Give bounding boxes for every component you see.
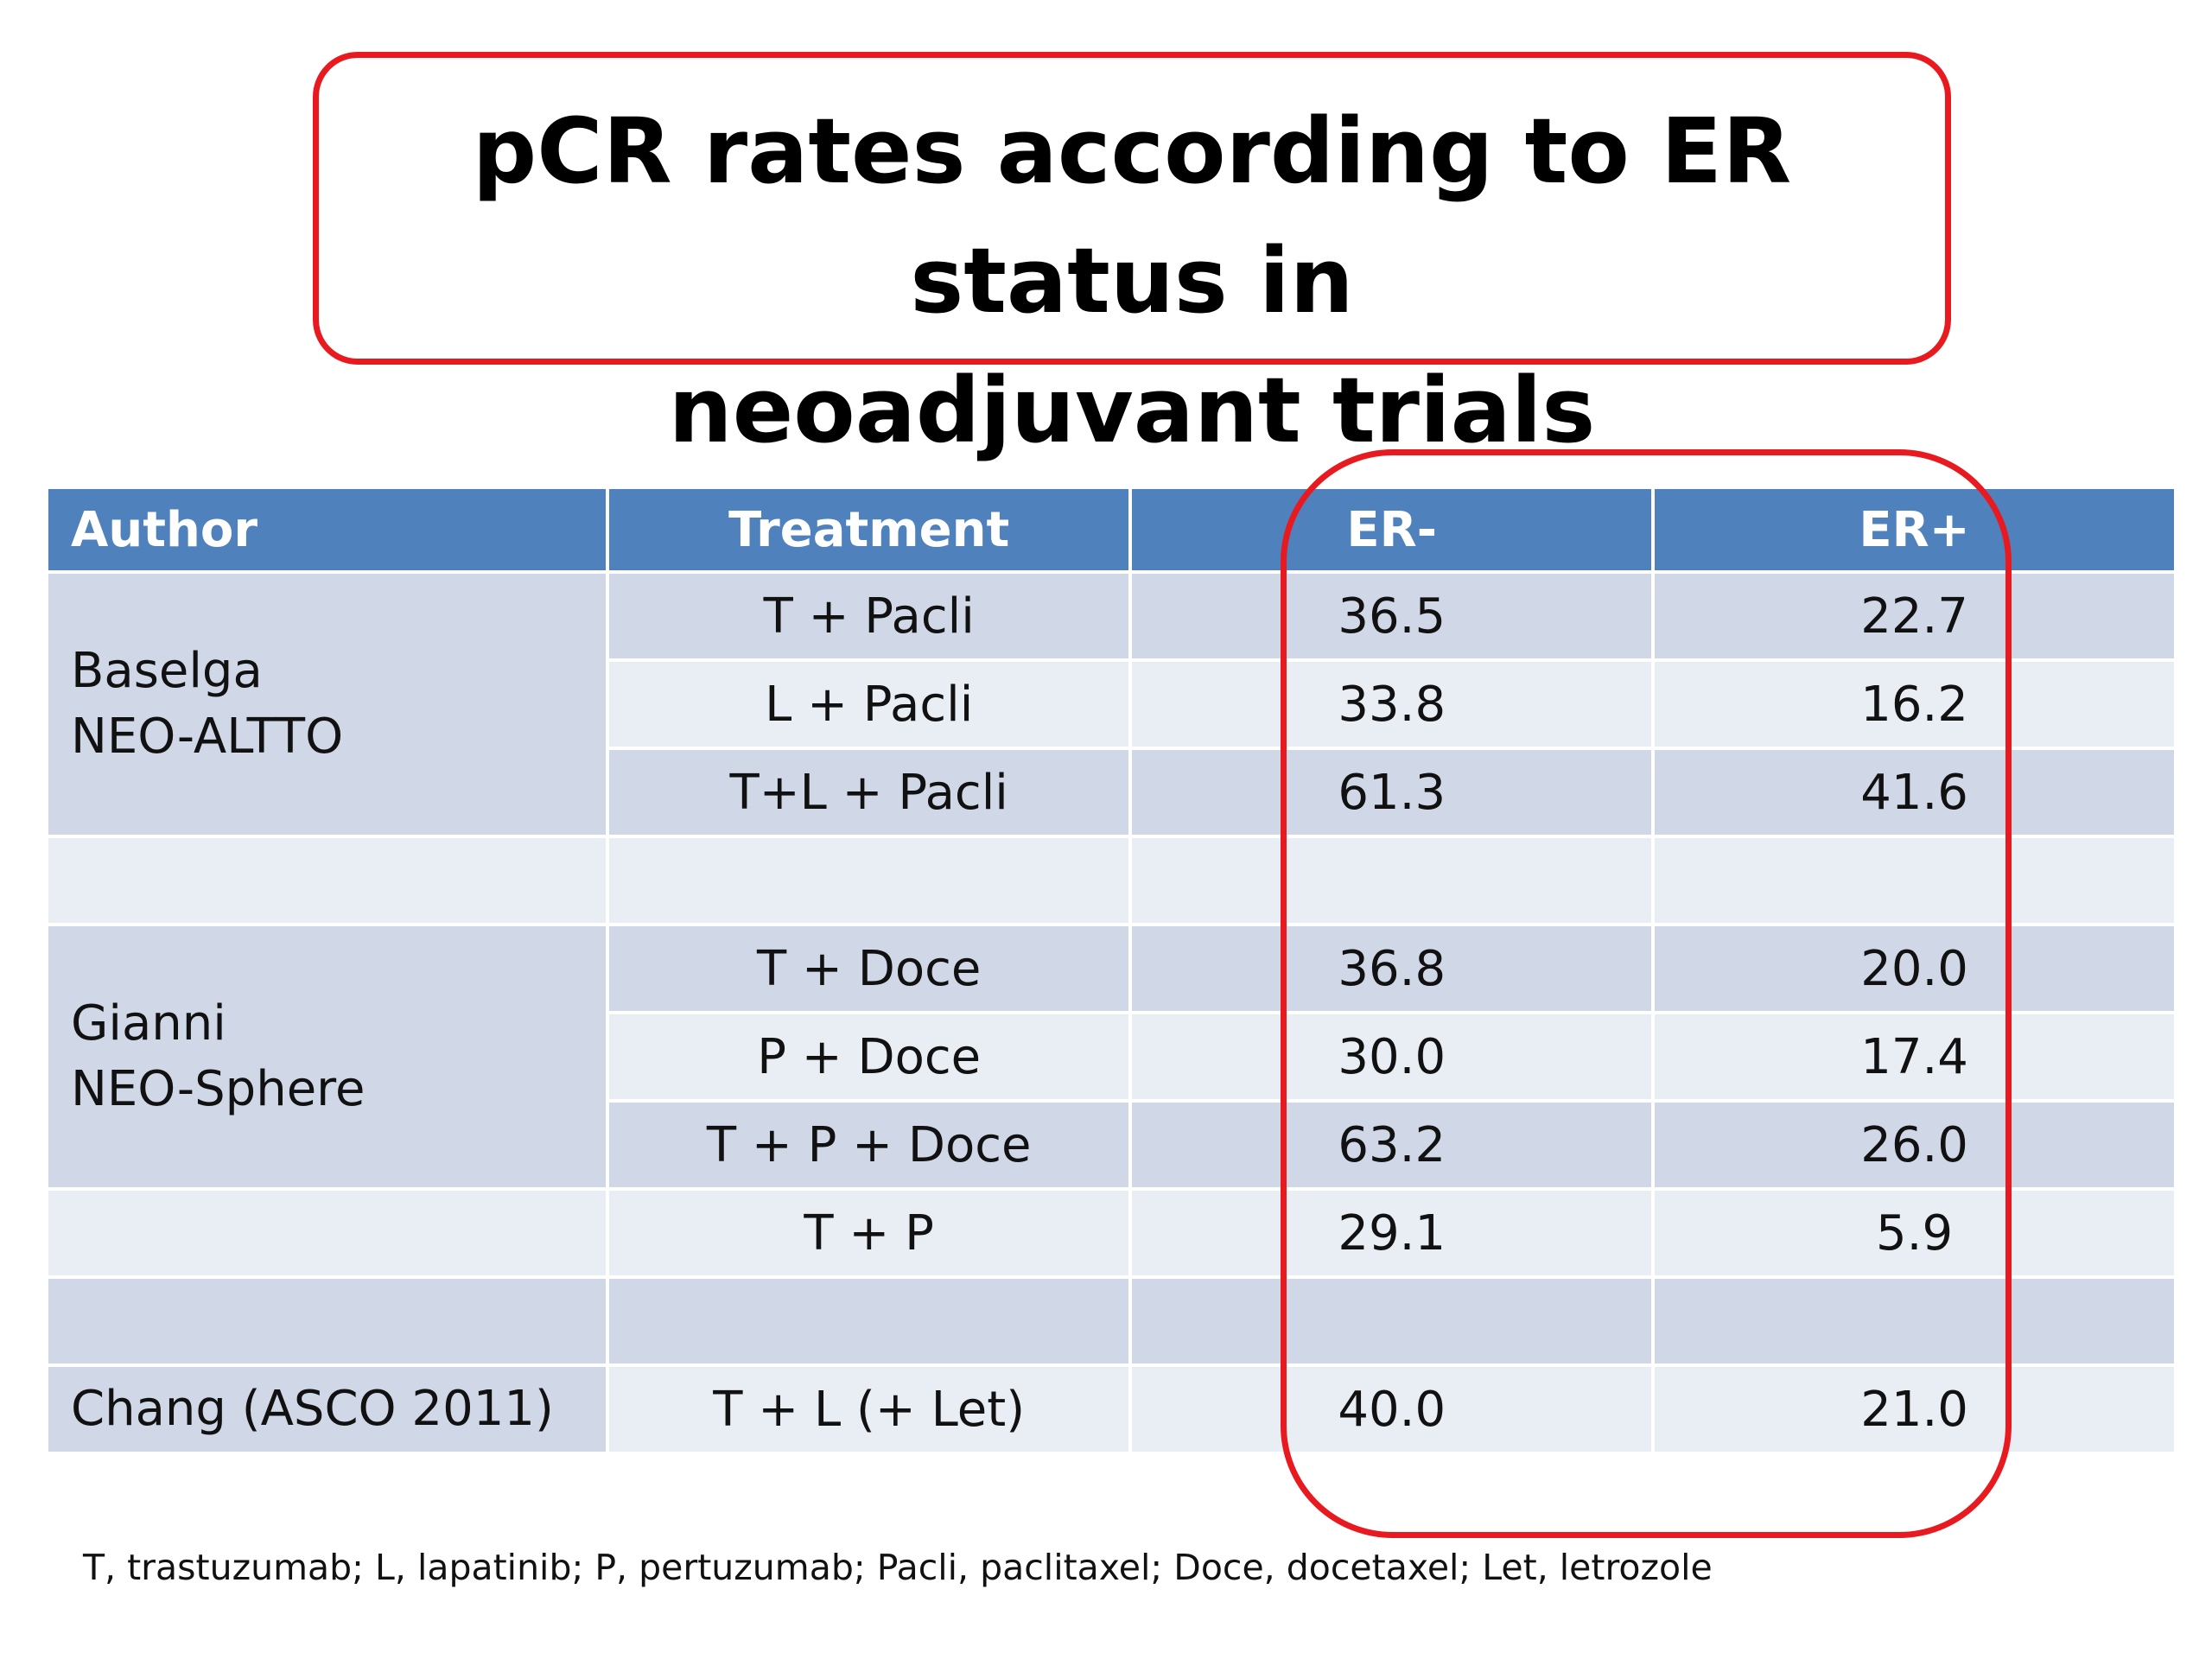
trial-name: NEO-ALTTO — [71, 709, 344, 765]
empty-cell — [44, 1275, 610, 1367]
er-pos-cell: 17.4 — [1651, 1011, 2177, 1103]
treatment-cell: T + Pacli — [606, 570, 1133, 662]
author-cell-gianni: Gianni NEO-Sphere — [44, 923, 610, 1191]
author-cell-chang: Chang (ASCO 2011) — [44, 1363, 610, 1455]
empty-cell — [606, 835, 1133, 926]
abbreviations-footnote: T, trastuzumab; L, lapatinib; P, pertuzu… — [83, 1547, 1713, 1588]
pcr-table: Author Treatment ER- ER+ Baselga NEO-ALT… — [44, 486, 2177, 1455]
treatment-cell: T + P + Doce — [606, 1099, 1133, 1191]
er-neg-cell: 63.2 — [1128, 1099, 1656, 1191]
er-neg-cell: 36.5 — [1128, 570, 1656, 662]
er-neg-cell: 61.3 — [1128, 747, 1656, 838]
treatment-cell: T + L (+ Let) — [606, 1363, 1133, 1455]
table-row: Chang (ASCO 2011) T + L (+ Let) 40.0 21.… — [44, 1363, 2177, 1455]
spacer-row — [44, 835, 2177, 926]
er-pos-cell: 26.0 — [1651, 1099, 2177, 1191]
table-row: Baselga NEO-ALTTO T + Pacli 36.5 22.7 — [44, 570, 2177, 838]
header-author: Author — [44, 486, 610, 574]
er-pos-cell: 41.6 — [1651, 747, 2177, 838]
trial-name: NEO-Sphere — [71, 1061, 365, 1117]
er-neg-cell: 40.0 — [1128, 1363, 1656, 1455]
empty-cell — [1651, 1275, 2177, 1367]
spacer-row — [44, 1275, 2177, 1367]
treatment-cell: L + Pacli — [606, 658, 1133, 750]
er-pos-cell: 20.0 — [1651, 923, 2177, 1014]
treatment-cell: T + P — [606, 1187, 1133, 1279]
empty-cell — [1128, 1275, 1656, 1367]
author-name: Gianni — [71, 995, 226, 1052]
er-pos-cell: 21.0 — [1651, 1363, 2177, 1455]
author-cell-baselga: Baselga NEO-ALTTO — [44, 570, 610, 838]
title-line-2: neoadjuvant trials — [668, 358, 1596, 463]
table-row: T + P + Doce 63.2 26.0 — [47, 1099, 2177, 1191]
er-neg-cell: 29.1 — [1128, 1187, 1656, 1279]
er-neg-cell: 36.8 — [1128, 923, 1656, 1014]
table-row: Gianni NEO-Sphere T + Doce 36.8 20.0 — [44, 923, 2177, 1191]
table-row: P + Doce 30.0 17.4 — [47, 1011, 2177, 1103]
table-row: L + Pacli 33.8 16.2 — [47, 658, 2177, 750]
er-neg-cell: 30.0 — [1128, 1011, 1656, 1103]
empty-cell — [1651, 835, 2177, 926]
title-frame — [313, 52, 1951, 365]
header-er-neg: ER- — [1128, 486, 1656, 574]
er-neg-cell: 33.8 — [1128, 658, 1656, 750]
treatment-cell: P + Doce — [606, 1011, 1133, 1103]
header-row: Author Treatment ER- ER+ — [44, 486, 2177, 574]
table-row: T+L + Pacli 61.3 41.6 — [47, 747, 2177, 838]
empty-cell — [44, 835, 610, 926]
author-name: Baselga — [71, 643, 263, 699]
treatment-cell: T + Doce — [606, 923, 1133, 1014]
title-line-1: pCR rates according to ER status in — [472, 99, 1792, 334]
empty-cell — [1128, 835, 1656, 926]
header-er-pos: ER+ — [1651, 486, 2177, 574]
er-pos-cell: 5.9 — [1651, 1187, 2177, 1279]
empty-cell — [606, 1275, 1133, 1367]
header-treatment: Treatment — [606, 486, 1133, 574]
er-pos-cell: 22.7 — [1651, 570, 2177, 662]
treatment-cell: T+L + Pacli — [606, 747, 1133, 838]
slide-title: pCR rates according to ER status in neoa… — [313, 86, 1951, 475]
table-row: T + P 29.1 5.9 — [44, 1187, 2177, 1279]
empty-cell — [44, 1187, 610, 1279]
er-pos-cell: 16.2 — [1651, 658, 2177, 750]
